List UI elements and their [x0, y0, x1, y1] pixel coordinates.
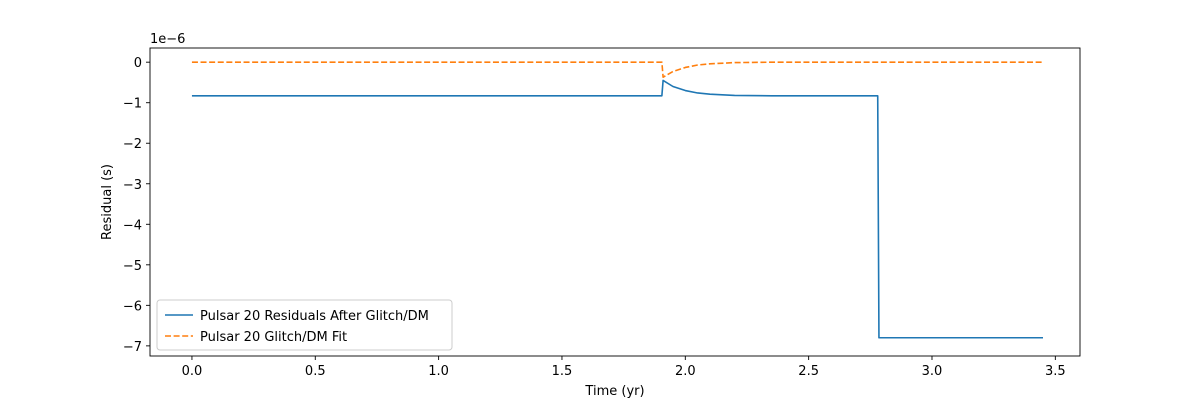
y-tick-label: 0 [134, 56, 142, 71]
x-tick-label: 0.5 [305, 364, 326, 379]
x-tick-label: 3.0 [922, 364, 943, 379]
y-tick-label: −7 [123, 340, 142, 355]
series-line-1 [191, 79, 1043, 339]
y-offset-label: 1e−6 [150, 32, 185, 47]
legend: Pulsar 20 Residuals After Glitch/DM Pulsa… [156, 299, 453, 351]
y-tick-label: −1 [123, 97, 142, 112]
x-tick-label: 2.0 [675, 364, 696, 379]
plot-frame [149, 47, 1081, 357]
legend-label-2: Pulsar 20 Glitch/DM Fit [200, 330, 347, 345]
x-tick-label: 1.0 [428, 364, 449, 379]
legend-label-1: Pulsar 20 Residuals After Glitch/DM [200, 309, 429, 324]
y-tick-label: −6 [123, 299, 142, 314]
ticks-layer: 0.0 0.5 1.0 1.5 2.0 2.5 3.0 3.5 0 −1 −2 −3 −4 −5 −6 −7 [123, 47, 1081, 379]
series-layer [191, 61, 1043, 339]
legend-box [156, 299, 453, 351]
x-tick-label: 1.5 [552, 364, 573, 379]
x-tick-label: 3.5 [1045, 364, 1066, 379]
x-tick-label: 0.0 [182, 364, 203, 379]
y-tick-label: −5 [123, 259, 142, 274]
x-axis-label: Time (yr) [584, 384, 644, 399]
x-tick-label: 2.5 [798, 364, 819, 379]
series-line-2 [191, 61, 1043, 78]
y-tick-label: −4 [123, 218, 142, 233]
y-axis-label: Residual (s) [100, 164, 115, 240]
y-tick-label: −2 [123, 137, 142, 152]
y-tick-label: −3 [123, 178, 142, 193]
